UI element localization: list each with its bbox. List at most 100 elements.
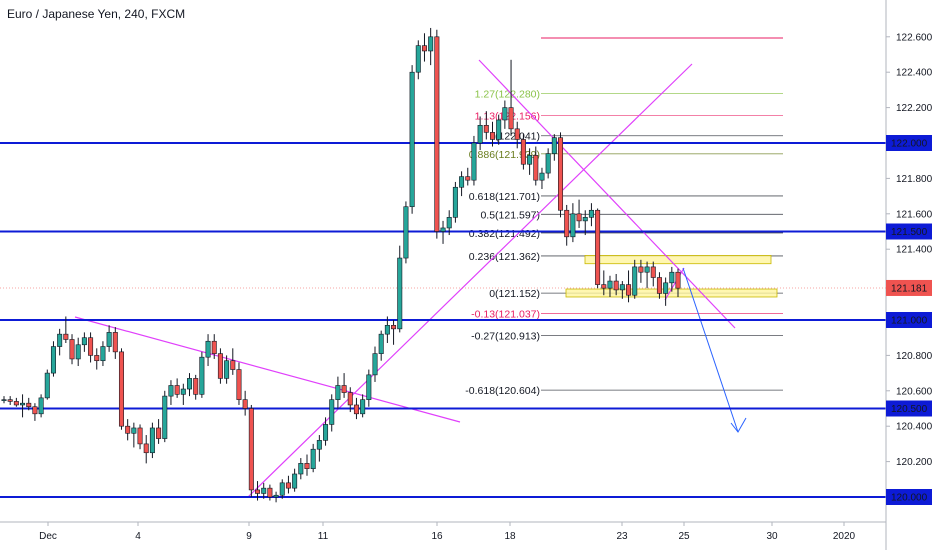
candle-body [242, 399, 248, 409]
horizontal-level-tag-label: 122.000 [891, 139, 928, 150]
candle-body [298, 463, 304, 475]
candle-body [477, 125, 483, 144]
candle-body [508, 107, 514, 130]
time-tick-label: 30 [766, 531, 778, 542]
candle-body [44, 372, 50, 399]
candle-body [366, 374, 372, 400]
consolidation-box [584, 254, 772, 265]
candle-body [465, 176, 471, 181]
fib-level-label: -0.13(121.037) [471, 308, 540, 320]
fib-level-label: 1.27(122.280) [475, 88, 540, 100]
candle-body [180, 388, 186, 395]
trendline [664, 267, 685, 301]
fib-level-label: 0.618(121.701) [469, 191, 540, 203]
candle-body [582, 217, 588, 222]
trendline [247, 63, 693, 498]
candle-body [187, 378, 193, 390]
candle-body [267, 487, 273, 498]
fib-retracement: 1.27(122.280)1.13(122.156)1(122.041)0.88… [465, 37, 783, 397]
fib-level-label: 0.382(121.492) [469, 228, 540, 240]
candle-body [7, 399, 13, 402]
time-tick-label: 2020 [833, 531, 856, 542]
candle-body [26, 402, 32, 408]
time-tick-label: 9 [246, 531, 252, 542]
candle-body [13, 401, 19, 406]
price-tick-label: 122.400 [896, 68, 932, 79]
candle-body [539, 172, 545, 181]
candle-body [397, 257, 403, 330]
current-price-tag [886, 279, 932, 296]
candle-body [94, 355, 100, 362]
candle-body [211, 340, 217, 354]
candle-body [174, 385, 180, 395]
time-tick-label: 11 [318, 531, 329, 542]
candle-body [669, 271, 675, 284]
candle-body [650, 266, 656, 278]
candle-body [384, 325, 390, 335]
candle-body [434, 36, 440, 232]
horizontal-level-tag [886, 312, 932, 328]
candle-body [88, 337, 94, 356]
candle-body [273, 494, 279, 498]
time-tick-label: 18 [504, 531, 516, 542]
candle-body [224, 360, 230, 379]
candle-body [570, 213, 576, 238]
candle-body [446, 217, 452, 229]
candle-body [32, 406, 38, 415]
candle-body [149, 427, 155, 454]
price-tick-label: 120.800 [896, 351, 932, 362]
candle-body [601, 284, 607, 289]
horizontal-level-tag [886, 223, 932, 240]
horizontal-level-tag [886, 135, 932, 151]
candle-body [57, 333, 63, 347]
time-tick-label: 25 [678, 531, 690, 542]
candle-body [118, 351, 124, 427]
candle-body [168, 385, 174, 397]
candle-body [162, 395, 168, 439]
time-axis: Dec 4 9 11 16 18 23 25 30 2020 [0, 521, 886, 542]
candle-body [230, 360, 236, 370]
candle-body [125, 425, 131, 434]
candle-body [347, 392, 353, 406]
fib-level-label: 1(122.041) [489, 131, 540, 143]
candle-body [316, 440, 322, 450]
candle-body [626, 284, 632, 296]
candle-body [403, 206, 409, 259]
candle-body [261, 487, 267, 494]
horizontal-level-tag-label: 121.500 [891, 227, 928, 238]
candle-body [514, 128, 520, 140]
candle-body [106, 332, 112, 347]
candle-body [471, 142, 477, 181]
candle-body [588, 209, 594, 218]
projection-arrow-head [730, 417, 747, 433]
price-tick-label: 121.600 [896, 209, 932, 220]
candle-body [489, 132, 495, 140]
candle-body [193, 378, 199, 395]
candle-body [632, 266, 638, 296]
candle-body [378, 333, 384, 354]
candle-body [205, 340, 211, 358]
time-tick-label: 4 [135, 531, 141, 542]
candle-body [353, 404, 359, 415]
price-tick-label: 122.600 [896, 32, 932, 43]
candle-body [459, 176, 465, 188]
candle-body [81, 337, 87, 346]
horizontal-level-tag-label: 120.500 [891, 404, 928, 415]
candle-body [329, 399, 335, 425]
candle-body [576, 213, 582, 222]
price-tick-label: 120.400 [896, 422, 932, 433]
candle-body [285, 482, 291, 489]
candle-body [360, 399, 366, 415]
candle-body [607, 280, 613, 289]
candle-body [131, 427, 137, 434]
horizontal-level-tag-label: 121.000 [891, 316, 928, 327]
fib-level-label: 0.5(121.597) [480, 209, 540, 221]
candle-body [663, 282, 669, 294]
candle-body [143, 443, 149, 454]
candle-body [279, 482, 285, 496]
fib-level-label: 0(121.152) [489, 288, 540, 300]
candle-body [421, 45, 427, 52]
candle-body [335, 385, 341, 400]
candle-body [341, 385, 347, 393]
